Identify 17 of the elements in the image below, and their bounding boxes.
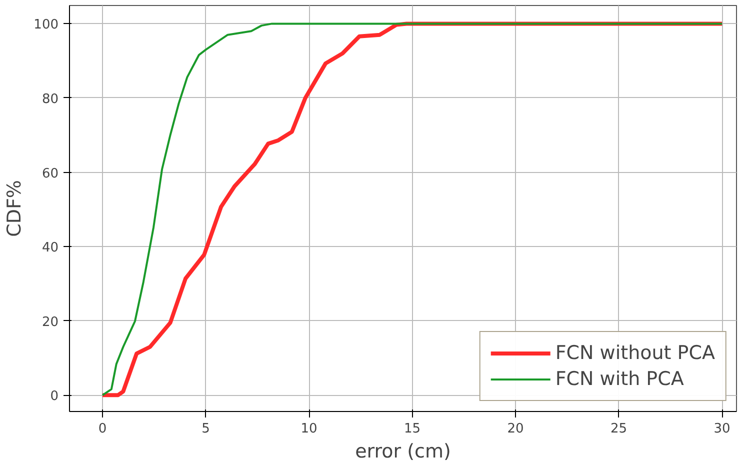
x-tick-label: 0 (98, 422, 107, 436)
x-tick-label: 10 (300, 422, 318, 436)
legend-label: FCN without PCA (555, 342, 715, 364)
y-tick-label: 80 (42, 92, 59, 107)
y-tick-label: 60 (42, 166, 59, 182)
legend-label: FCN with PCA (555, 368, 684, 390)
y-tick-label: 20 (42, 314, 59, 330)
y-tick-label: 100 (34, 18, 59, 33)
x-tick-label: 15 (404, 422, 421, 436)
x-tick-label: 20 (507, 422, 524, 436)
x-tick-label: 25 (610, 422, 628, 436)
y-tick-label: 0 (50, 389, 59, 404)
y-axis-title: CDF% (4, 180, 26, 237)
y-tick-label: 40 (42, 240, 59, 256)
x-tick-label: 30 (714, 422, 730, 436)
x-axis-title: error (cm) (355, 440, 451, 462)
x-tick-label: 5 (202, 422, 210, 436)
